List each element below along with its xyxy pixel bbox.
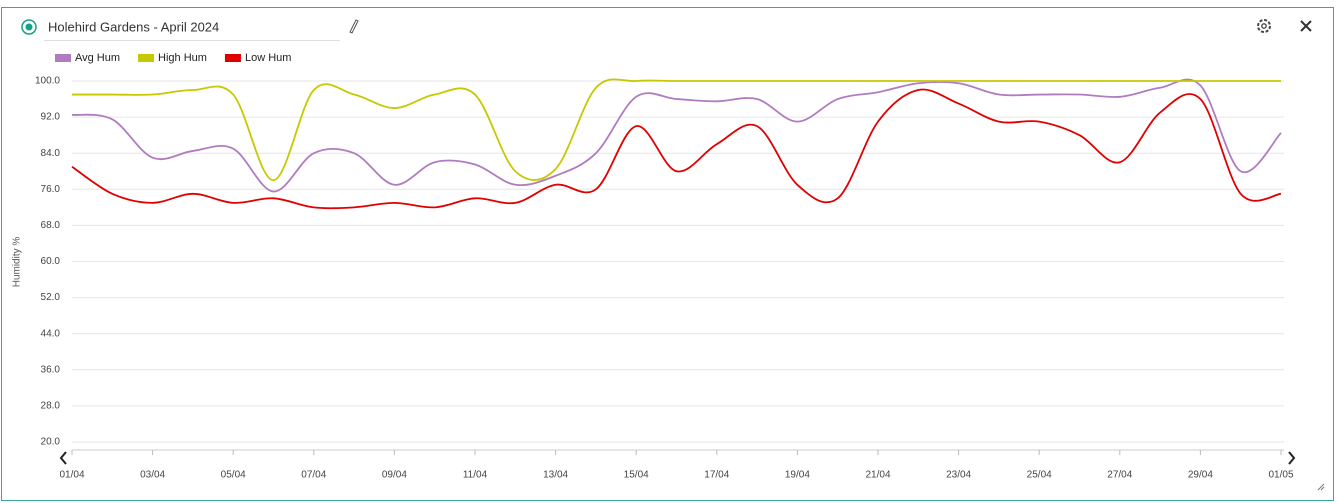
y-tick-label: 100.0 [35,76,60,87]
x-tick-label: 11/04 [463,470,488,481]
gear-hub[interactable] [1261,23,1267,29]
y-tick-label: 84.0 [41,148,61,159]
x-tick-label: 07/04 [301,470,326,481]
widget-frame [1,7,1334,501]
x-tick-label: 05/04 [221,470,246,481]
status-icon [21,19,37,35]
settings-icon[interactable] [1257,19,1271,33]
legend-swatch [224,54,241,62]
legend-item: Low Hum [224,52,291,64]
x-tick-label: 15/04 [624,470,649,481]
next-arrow[interactable] [1288,451,1296,465]
legend-swatch [55,54,71,62]
x-tick-label: 23/04 [946,470,971,481]
y-tick-label: 68.0 [41,220,61,231]
x-tick-label: 25/04 [1027,470,1052,481]
y-tick-label: 20.0 [41,437,61,448]
x-tick-label: 01/04 [59,470,84,481]
edit-icon[interactable] [349,19,359,34]
legend-item: High Hum [138,52,207,64]
x-tick-label: 17/04 [704,470,729,481]
x-tick-label: 03/04 [140,470,165,481]
close-icon[interactable] [1300,20,1312,32]
x-tick-label: 01/05 [1268,470,1293,481]
series-line [72,78,1281,182]
x-tick-label: 29/04 [1188,470,1213,481]
y-axis-label: Humidity % [12,237,23,288]
gear[interactable] [1257,19,1271,33]
y-tick-label: 52.0 [41,292,61,303]
y-tick-label: 36.0 [41,364,61,375]
y-tick-label: 28.0 [41,401,61,412]
series-line [71,88,1282,210]
prev-arrow[interactable] [59,451,67,465]
legend-label: Avg Hum [75,52,120,64]
legend-label: Low Hum [245,52,291,64]
x-tick-label: 21/04 [865,470,890,481]
x-tick-label: 19/04 [785,470,810,481]
legend-item: Avg Hum [55,52,120,64]
legend-swatch [138,54,155,62]
legend-label: High Hum [158,52,207,64]
chart-title: Holehird Gardens - April 2024 [48,19,219,34]
x-tick-label: 09/04 [382,470,407,481]
resize-handle[interactable] [1317,483,1325,491]
y-tick-label: 76.0 [41,184,61,195]
status-dot [25,23,33,31]
y-tick-label: 92.0 [41,112,61,123]
y-tick-label: 60.0 [41,256,61,267]
x-tick-label: 27/04 [1107,470,1132,481]
x-tick-label: 13/04 [543,470,568,481]
series-line [71,78,1282,193]
y-tick-label: 44.0 [41,328,61,339]
